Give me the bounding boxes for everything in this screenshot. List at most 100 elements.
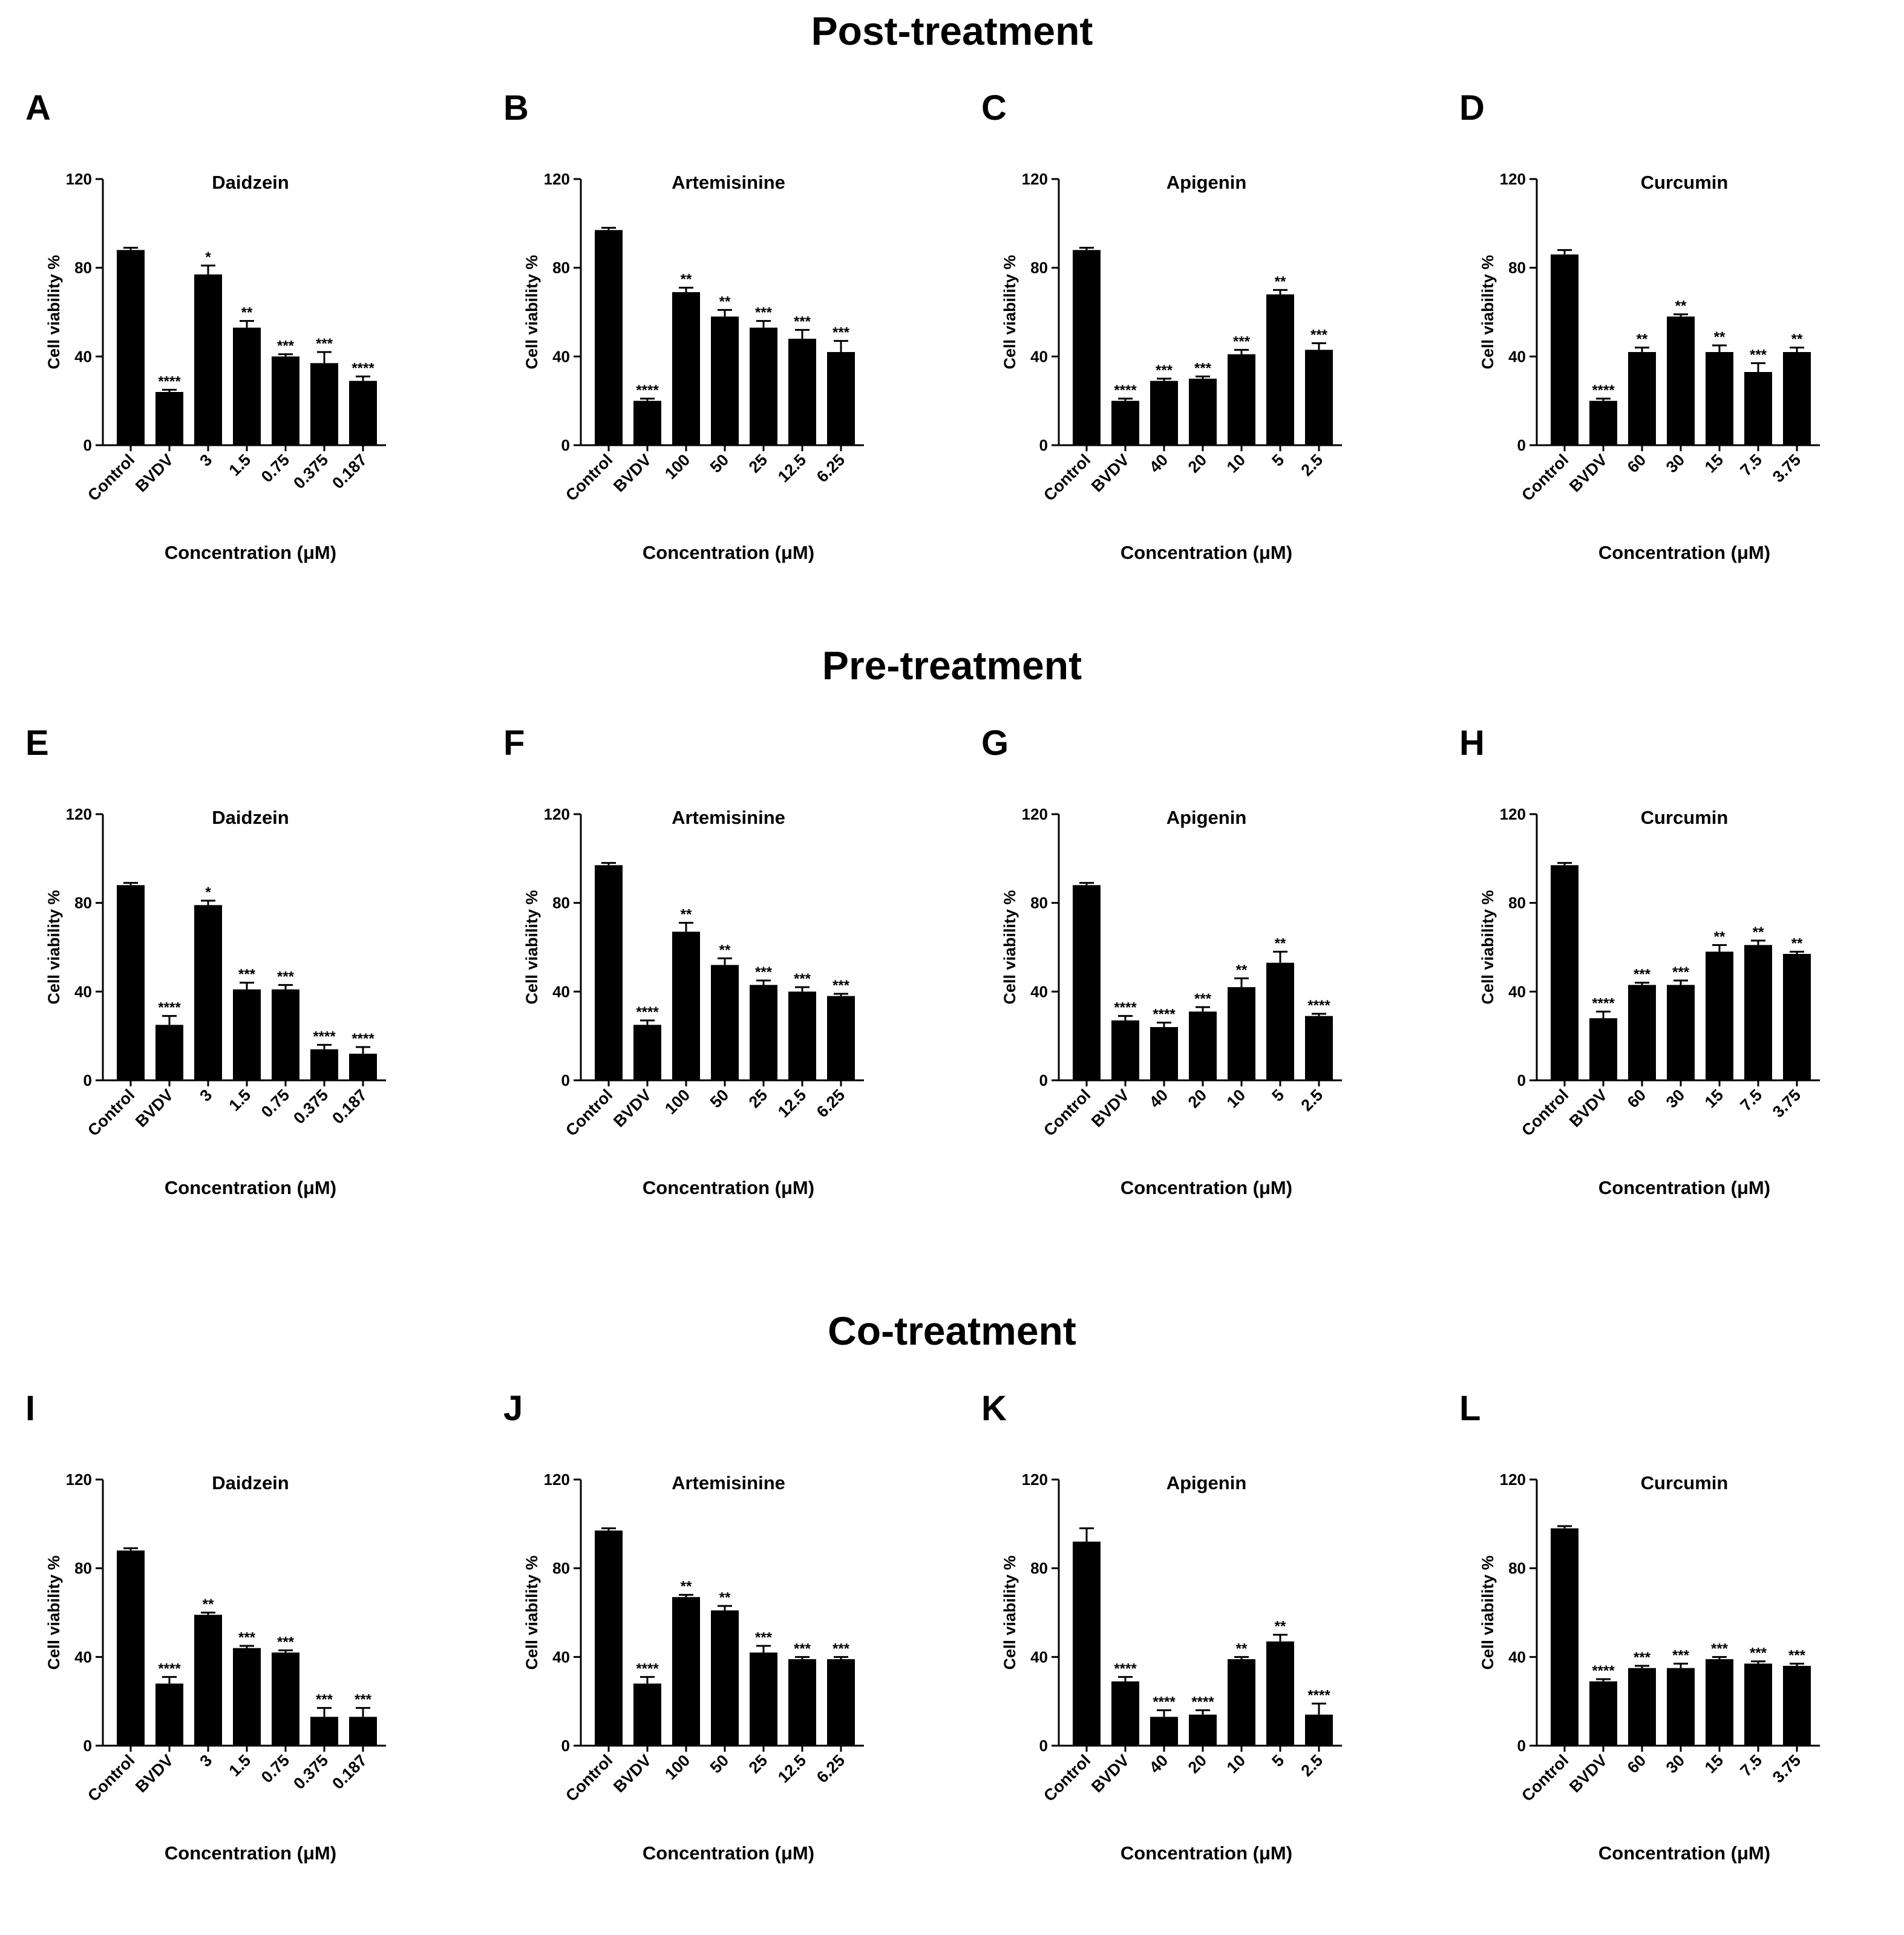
chart-panel-l: L Curcumin 0 40 80 120 Cell viability % Control…: [1458, 1385, 1904, 1930]
chart-title: Curcumin: [1641, 1472, 1729, 1493]
chart-panel-e: E Daidzein 0 40 80 120 Cell viability % Control…: [24, 720, 484, 1264]
x-tick-label: 6.25: [813, 451, 848, 486]
chart-svg: D Curcumin 0 40 80 120 Cell viability % Control…: [1459, 88, 1820, 563]
x-tick-label: 6.25: [813, 1751, 848, 1786]
bar-bvdv: [1589, 1681, 1617, 1746]
bar-0-187: [349, 1054, 377, 1080]
significance-label: **: [719, 293, 731, 310]
x-tick-label: 7.5: [1736, 1086, 1765, 1115]
y-tick-label: 0: [561, 436, 570, 454]
x-tick-label: 12.5: [774, 1751, 810, 1786]
y-tick-label: 0: [561, 1071, 570, 1089]
chart-svg: F Artemisinine 0 40 80 120 Cell viability % Con…: [503, 723, 864, 1198]
bar-3: [194, 1614, 222, 1746]
x-tick-label: Control: [562, 451, 616, 504]
bar-7-5: [1744, 372, 1772, 445]
significance-label: *: [205, 249, 211, 266]
x-tick-label: Control: [562, 1751, 616, 1805]
significance-label: ***: [1711, 1640, 1729, 1657]
x-tick-label: 25: [745, 1751, 771, 1777]
significance-label: ****: [158, 1000, 181, 1016]
bar-100: [672, 932, 700, 1080]
bar-0-75: [272, 989, 299, 1080]
significance-label: **: [1275, 935, 1286, 951]
x-tick-label: 30: [1663, 451, 1688, 476]
y-tick-label: 80: [74, 259, 92, 277]
y-tick-label: 0: [83, 436, 92, 454]
bar-bvdv: [633, 400, 661, 445]
y-tick-label: 80: [74, 894, 92, 912]
y-tick-label: 40: [1508, 347, 1526, 365]
significance-label: **: [1275, 1619, 1286, 1635]
y-tick-label: 40: [1030, 347, 1048, 365]
bar-15: [1706, 951, 1733, 1080]
bar-30: [1667, 1668, 1695, 1746]
y-tick-label: 80: [1508, 259, 1526, 277]
significance-label: **: [1236, 1640, 1248, 1657]
bar-7-5: [1744, 945, 1772, 1080]
bar-60: [1628, 352, 1656, 445]
y-tick-label: 40: [74, 347, 92, 365]
x-tick-label: 12.5: [774, 451, 810, 486]
y-axis-label: Cell viability %: [45, 255, 63, 369]
significance-label: **: [719, 942, 731, 958]
bar-25: [750, 1653, 777, 1746]
bar-control: [1551, 1528, 1578, 1746]
y-axis-label: Cell viability %: [45, 1555, 63, 1669]
chart-panel-a: A Daidzein 0 40 80 120 Cell viability % Control…: [24, 85, 484, 629]
y-tick-label: 120: [1500, 1470, 1526, 1489]
x-tick-label: 3: [196, 1086, 215, 1105]
significance-label: **: [1714, 928, 1726, 945]
significance-label: **: [241, 305, 253, 321]
x-tick-label: 20: [1185, 1086, 1210, 1111]
x-tick-label: Control: [1518, 1751, 1572, 1805]
bar-bvdv: [155, 1025, 183, 1080]
significance-label: ****: [1114, 1000, 1137, 1016]
y-tick-label: 80: [1508, 1559, 1526, 1578]
x-tick-label: 2.5: [1297, 451, 1326, 480]
significance-label: ****: [1592, 995, 1615, 1011]
y-tick-label: 120: [544, 805, 570, 823]
bar-100: [672, 1597, 700, 1746]
x-tick-label: 15: [1701, 1086, 1727, 1111]
x-tick-label: 40: [1146, 451, 1171, 476]
significance-label: ****: [1592, 1663, 1615, 1679]
chart-title: Apigenin: [1166, 807, 1247, 828]
x-tick-label: 5: [1268, 1086, 1287, 1105]
x-axis-label: Concentration (μM): [643, 542, 814, 563]
x-tick-label: 30: [1663, 1751, 1688, 1777]
chart-panel-g: G Apigenin 0 40 80 120 Cell viability % Control…: [980, 720, 1440, 1264]
significance-label: ***: [316, 1692, 333, 1708]
y-tick-label: 40: [552, 347, 570, 365]
bar-5: [1266, 294, 1294, 445]
y-axis-label: Cell viability %: [523, 255, 541, 369]
significance-label: ***: [794, 313, 811, 330]
x-tick-label: Control: [1040, 1751, 1094, 1805]
bar-5: [1266, 1641, 1294, 1746]
significance-label: ****: [1114, 382, 1137, 399]
x-tick-label: 40: [1146, 1751, 1171, 1777]
x-tick-label: BVDV: [610, 451, 655, 495]
y-tick-label: 80: [552, 259, 570, 277]
panel-letter: F: [503, 723, 525, 763]
x-tick-label: 10: [1223, 1086, 1249, 1111]
x-tick-label: 7.5: [1736, 451, 1765, 480]
panel-letter: E: [25, 723, 49, 763]
significance-label: ***: [794, 971, 811, 987]
significance-label: ***: [1310, 327, 1328, 343]
bar-10: [1228, 1659, 1255, 1746]
x-tick-label: 15: [1701, 451, 1727, 476]
y-tick-label: 80: [1030, 1559, 1048, 1578]
significance-label: ***: [1194, 991, 1212, 1007]
bar-15: [1706, 352, 1733, 445]
bar-40: [1150, 380, 1178, 445]
bar-0-75: [272, 356, 299, 445]
bar-control: [595, 865, 623, 1080]
x-tick-label: BVDV: [1088, 1751, 1133, 1796]
y-tick-label: 0: [83, 1071, 92, 1089]
chart-svg: L Curcumin 0 40 80 120 Cell viability % Control…: [1459, 1389, 1820, 1864]
significance-label: ***: [1788, 1647, 1806, 1663]
y-tick-label: 120: [1500, 170, 1526, 188]
x-tick-label: Control: [562, 1086, 616, 1140]
y-axis-label: Cell viability %: [1001, 255, 1019, 369]
